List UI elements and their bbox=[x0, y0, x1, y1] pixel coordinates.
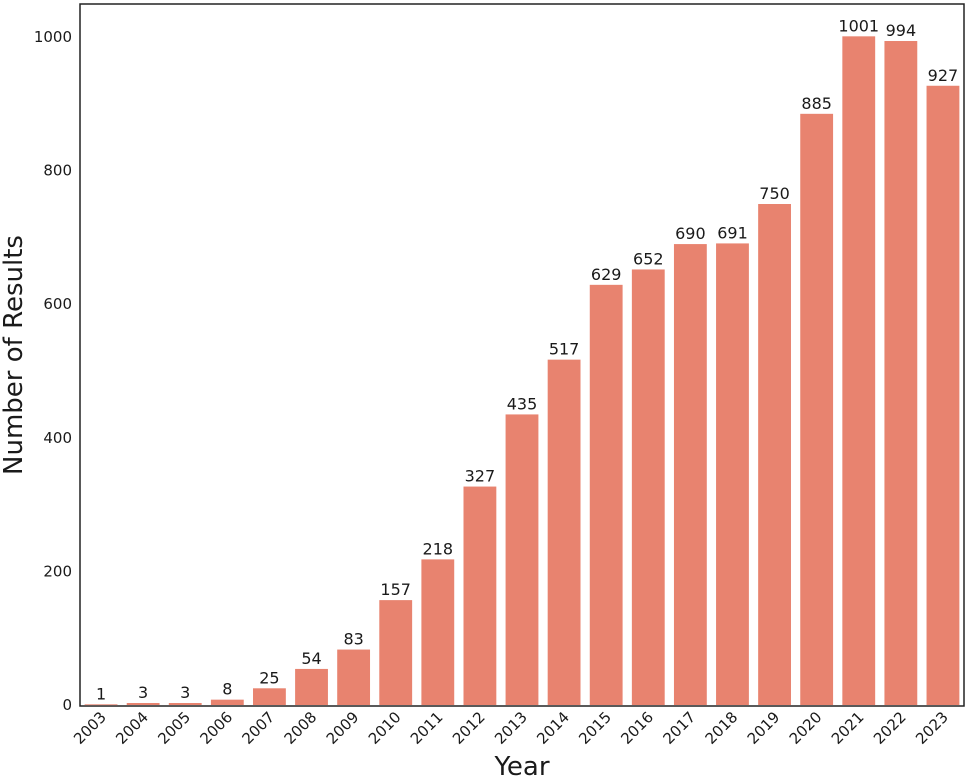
x-tick-label-2014: 2014 bbox=[533, 708, 573, 748]
y-tick-label-0: 0 bbox=[62, 696, 72, 714]
x-tick-label-2009: 2009 bbox=[323, 708, 363, 748]
data-label-2004: 3 bbox=[138, 683, 148, 702]
data-label-2019: 750 bbox=[759, 184, 790, 203]
data-label-2015: 629 bbox=[591, 265, 622, 284]
data-label-2020: 885 bbox=[801, 94, 832, 113]
y-axis-title: Number of Results bbox=[0, 235, 29, 475]
bar-2015 bbox=[589, 284, 623, 705]
bar-2006 bbox=[210, 699, 244, 705]
bar-2011 bbox=[421, 559, 455, 705]
bar-2003 bbox=[84, 704, 118, 706]
data-label-2016: 652 bbox=[633, 249, 664, 268]
x-tick-label-2015: 2015 bbox=[575, 708, 615, 748]
bar-2010 bbox=[379, 600, 413, 705]
x-tick-label-2008: 2008 bbox=[281, 708, 321, 748]
x-tick-label-2007: 2007 bbox=[239, 708, 279, 748]
x-tick-label-2006: 2006 bbox=[196, 708, 236, 748]
data-label-2022: 994 bbox=[886, 21, 917, 40]
bar-2014 bbox=[547, 359, 581, 705]
x-tick-label-2020: 2020 bbox=[786, 708, 826, 748]
x-tick-label-2019: 2019 bbox=[744, 708, 784, 748]
data-label-2023: 927 bbox=[928, 66, 959, 85]
data-label-2014: 517 bbox=[549, 340, 580, 359]
y-tick-label-400: 400 bbox=[43, 429, 72, 447]
bar-2004 bbox=[126, 703, 160, 705]
x-tick-label-2021: 2021 bbox=[828, 708, 868, 748]
bar-2022 bbox=[884, 41, 918, 705]
x-tick-label-2011: 2011 bbox=[407, 708, 447, 748]
bar-2009 bbox=[337, 649, 371, 705]
y-tick-label-200: 200 bbox=[43, 562, 72, 580]
data-label-2009: 83 bbox=[343, 630, 363, 649]
bar-2005 bbox=[168, 703, 202, 705]
bar-2018 bbox=[716, 243, 749, 705]
y-tick-label-600: 600 bbox=[43, 295, 72, 313]
data-label-2007: 25 bbox=[259, 668, 279, 687]
bar-2008 bbox=[295, 668, 328, 705]
bar-2019 bbox=[758, 204, 791, 705]
data-label-2017: 690 bbox=[675, 224, 706, 243]
x-tick-label-2013: 2013 bbox=[491, 708, 531, 748]
x-tick-label-2004: 2004 bbox=[112, 708, 152, 748]
bar-2012 bbox=[463, 486, 497, 705]
x-tick-label-2022: 2022 bbox=[870, 708, 910, 748]
x-tick-label-2005: 2005 bbox=[154, 708, 194, 748]
data-label-2013: 435 bbox=[507, 394, 538, 413]
y-tick-label-800: 800 bbox=[43, 162, 72, 180]
data-label-2010: 157 bbox=[380, 580, 411, 599]
data-label-2021: 1001 bbox=[838, 16, 879, 35]
bars bbox=[84, 36, 960, 706]
bar-2020 bbox=[800, 113, 834, 705]
bar-2023 bbox=[926, 85, 960, 705]
data-label-2012: 327 bbox=[465, 467, 496, 486]
x-tick-label-2017: 2017 bbox=[659, 708, 699, 748]
bar-2016 bbox=[631, 269, 665, 705]
bar-2007 bbox=[253, 688, 286, 705]
x-tick-label-2016: 2016 bbox=[617, 708, 657, 748]
x-axis: 2003 2004 2005 2006 2007 2008 2009 2010 2011 2012… bbox=[70, 708, 952, 748]
x-tick-label-2003: 2003 bbox=[70, 708, 110, 748]
bar-2017 bbox=[673, 244, 707, 705]
data-label-2003: 1 bbox=[96, 684, 106, 703]
x-tick-label-2010: 2010 bbox=[365, 708, 405, 748]
bar-2013 bbox=[505, 414, 539, 705]
bar-2021 bbox=[842, 36, 876, 705]
data-label-2018: 691 bbox=[717, 223, 748, 242]
data-label-2011: 218 bbox=[423, 539, 454, 558]
x-tick-label-2012: 2012 bbox=[449, 708, 489, 748]
data-label-2008: 54 bbox=[301, 649, 321, 668]
x-axis-title: Year bbox=[493, 752, 549, 780]
data-label-2005: 3 bbox=[180, 683, 190, 702]
y-tick-label-1000: 1000 bbox=[34, 28, 72, 46]
data-label-2006: 8 bbox=[222, 680, 232, 699]
x-tick-label-2018: 2018 bbox=[702, 708, 742, 748]
plot-frame bbox=[79, 3, 965, 707]
y-axis: 0 200 400 600 800 1000 bbox=[34, 28, 72, 714]
data-labels: 1 3 3 8 25 54 83 157 218 327 435 517 629 652 690 691 750… bbox=[96, 16, 958, 703]
x-tick-label-2023: 2023 bbox=[912, 708, 952, 748]
